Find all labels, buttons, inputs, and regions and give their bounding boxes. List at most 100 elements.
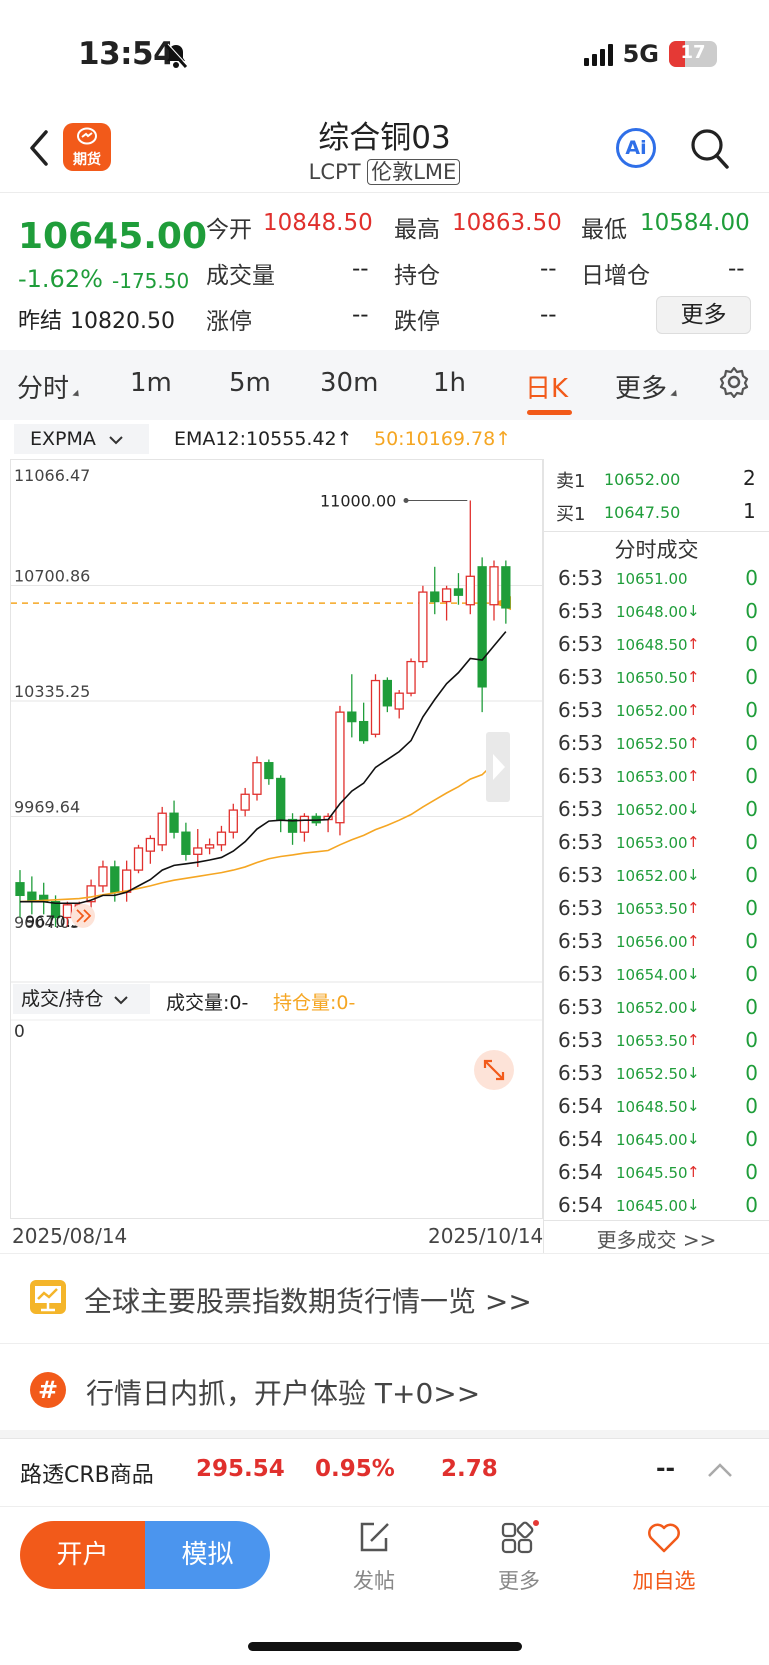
trade-volume: 0 — [745, 896, 758, 920]
trade-time: 6:53 — [558, 599, 603, 623]
add-watchlist-button[interactable]: 加自选 — [619, 1520, 709, 1595]
trade-direction: ↑ — [687, 734, 700, 752]
trade-volume: 0 — [745, 1127, 758, 1151]
ticker-bar[interactable]: 路透CRB商品 295.54 0.95% 2.78 -- — [0, 1438, 769, 1506]
trade-row: 6:53 10653.50 ↑ 0 — [544, 1028, 764, 1061]
trade-direction: ↑ — [687, 668, 700, 686]
kline-chart[interactable]: 11066.47 10700.86 10335.25 9969.64 9604.03 11… — [10, 459, 543, 1219]
instrument-subtitle: LCPT 伦敦LME — [0, 156, 769, 186]
trade-direction: ↑ — [687, 767, 700, 785]
trade-direction: ↑ — [687, 1031, 700, 1049]
trade-row: 6:53 10656.00 ↑ 0 — [544, 929, 764, 962]
more-trades-link[interactable]: 更多成交 >> — [596, 1228, 717, 1252]
trade-volume: 0 — [745, 764, 758, 788]
candle-body — [477, 566, 487, 688]
banner-open-account[interactable]: # 行情日内抓，开户体验 T+0>> — [0, 1343, 769, 1433]
y-tick-label: 10700.86 — [14, 567, 90, 586]
trade-volume: 0 — [745, 995, 758, 1019]
trade-price: 10645.00 — [616, 1197, 688, 1215]
trade-volume: 0 — [745, 731, 758, 755]
trade-direction: ↑ — [687, 1163, 700, 1181]
tab-daily-k[interactable]: 日K — [525, 374, 569, 404]
open-account-button[interactable]: 开户 — [20, 1521, 145, 1589]
mute-bell-icon — [163, 42, 189, 74]
tab-1m[interactable]: 1m — [130, 368, 172, 398]
tab-30m[interactable]: 30m — [320, 368, 379, 398]
network-label: 5G — [622, 40, 659, 68]
home-indicator — [248, 1642, 522, 1651]
limit-down-value: -- — [540, 302, 557, 328]
battery-icon: 17 — [669, 41, 717, 67]
trade-price: 10651.00 — [616, 570, 688, 588]
exchange-badge: 伦敦LME — [367, 159, 461, 185]
post-button[interactable]: 发帖 — [329, 1520, 419, 1595]
trade-volume: 0 — [745, 797, 758, 821]
candle-body — [86, 885, 96, 903]
candle-body — [157, 812, 167, 846]
indicator-select[interactable]: EXPMA — [14, 424, 149, 454]
trade-time: 6:53 — [558, 896, 603, 920]
status-right: 5G 17 — [583, 40, 717, 68]
candle-body — [430, 591, 440, 603]
tab-1h[interactable]: 1h — [433, 368, 467, 398]
trade-price: 10648.00 — [616, 603, 688, 621]
sub-volume-label: 成交量:0- — [166, 992, 249, 1014]
ticker-chg: 2.78 — [441, 1456, 498, 1482]
candle-body — [204, 844, 215, 849]
gear-icon[interactable] — [718, 366, 750, 402]
sub-indicator-select[interactable]: 成交/持仓 — [13, 984, 150, 1014]
trade-row: 6:53 10652.50 ↑ 0 — [544, 731, 764, 764]
candle-body — [418, 591, 428, 663]
more-quote-button[interactable]: 更多 — [656, 296, 751, 334]
tab-intraday[interactable]: 分时 — [17, 368, 82, 405]
change-amount: -175.50 — [112, 269, 190, 293]
chevron-down-icon — [109, 436, 123, 445]
search-icon[interactable] — [690, 128, 730, 174]
candle-body — [145, 837, 156, 852]
low-value: 10584.00 — [640, 210, 750, 236]
candle-body — [240, 793, 250, 811]
trade-row: 6:54 10645.50 ↑ 0 — [544, 1160, 764, 1193]
trade-row: 6:53 10653.00 ↑ 0 — [544, 830, 764, 863]
chevron-up-icon[interactable] — [706, 1461, 734, 1483]
banner-text: 行情日内抓，开户体验 T+0>> — [86, 1377, 481, 1410]
sub-zero-label: 0 — [14, 1022, 25, 1042]
trade-direction: ↓ — [687, 1097, 700, 1115]
banner-global-indices[interactable]: 全球主要股票指数期货行情一览 >> — [0, 1253, 769, 1343]
prev-settle-value: 10820.50 — [70, 309, 175, 334]
buy1-price: 10647.50 — [604, 503, 681, 522]
trade-volume: 0 — [745, 698, 758, 722]
trade-time: 6:53 — [558, 698, 603, 722]
trade-row: 6:53 10652.00 ↓ 0 — [544, 797, 764, 830]
open-value: 10848.50 — [263, 210, 373, 236]
kline-svg: 11066.4710700.8610335.259969.649604.0311… — [11, 466, 542, 1021]
ema50-label: 50:10169.78↑ — [374, 428, 512, 450]
trade-time: 6:53 — [558, 665, 603, 689]
limit-down-label: 跌停 — [394, 309, 440, 335]
buy1-qty: 1 — [743, 499, 756, 523]
prev-settle: 昨结 10820.50 — [18, 303, 175, 335]
back-icon[interactable] — [26, 128, 52, 168]
trade-price: 10652.00 — [616, 702, 688, 720]
trade-direction: ↓ — [687, 1064, 700, 1082]
ai-button[interactable]: Ai — [616, 128, 656, 168]
trade-price: 10653.50 — [616, 900, 688, 918]
double-chevron-icon — [76, 909, 92, 923]
tab-more[interactable]: 更多 — [615, 368, 680, 405]
trade-row: 6:53 10652.00 ↑ 0 — [544, 698, 764, 731]
candle-body — [133, 847, 144, 871]
simulate-button[interactable]: 模拟 — [145, 1521, 270, 1589]
candle-body — [169, 812, 179, 833]
status-time: 13:54 — [78, 36, 175, 72]
trade-volume: 0 — [745, 962, 758, 986]
oi-change-label: 日增仓 — [581, 263, 650, 289]
more-nav-button[interactable]: 更多 — [474, 1520, 564, 1595]
trade-volume: 0 — [745, 599, 758, 623]
candle-body — [465, 575, 475, 606]
expand-icon[interactable] — [474, 1050, 514, 1090]
trade-price: 10652.50 — [616, 735, 688, 753]
tab-5m[interactable]: 5m — [229, 368, 271, 398]
candle-body — [110, 866, 120, 893]
trade-time: 6:54 — [558, 1094, 603, 1118]
section-gap — [0, 1430, 769, 1438]
